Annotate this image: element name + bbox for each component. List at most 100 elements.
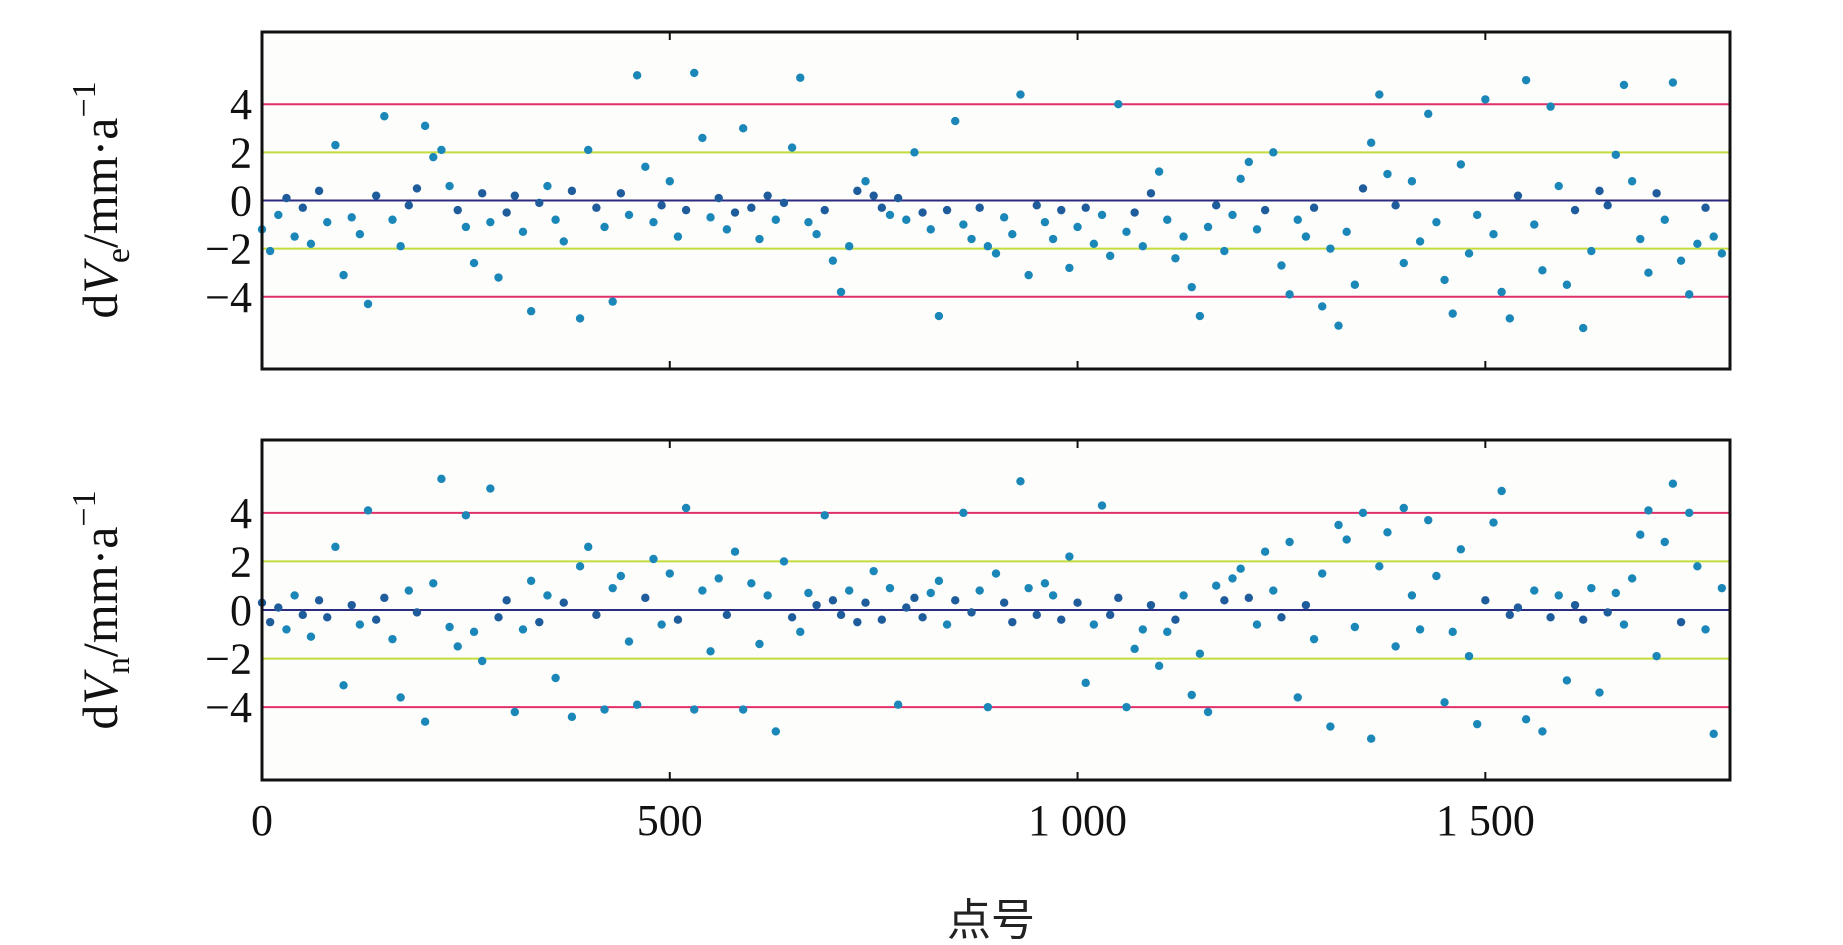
data-point [274, 603, 283, 612]
data-point [314, 186, 324, 196]
data-point [1065, 263, 1074, 273]
data-point [665, 177, 674, 186]
data-point [1383, 528, 1392, 537]
data-point [926, 225, 935, 234]
data-point [1342, 535, 1351, 544]
data-point [1318, 569, 1327, 578]
data-point [1489, 518, 1498, 527]
data-point [1546, 613, 1555, 622]
data-point [1636, 530, 1645, 539]
x-tick-label: 1 000 [1028, 796, 1127, 845]
data-point [1497, 287, 1506, 297]
data-point [1195, 649, 1205, 658]
data-point [959, 220, 968, 229]
data-point [575, 562, 585, 571]
data-point [999, 598, 1009, 607]
data-point [1269, 586, 1278, 595]
data-point [942, 205, 952, 215]
data-point [779, 198, 789, 208]
data-point [567, 712, 577, 722]
data-point [420, 121, 430, 131]
data-point [1481, 95, 1490, 104]
data-point [1277, 613, 1286, 622]
data-point [657, 201, 666, 210]
data-point [1685, 290, 1694, 299]
data-point [1326, 722, 1335, 731]
data-point [1424, 515, 1433, 525]
data-point [893, 193, 903, 203]
data-point [1652, 651, 1661, 661]
data-point [861, 177, 870, 186]
data-point [551, 673, 560, 683]
data-point [469, 258, 479, 268]
data-point [763, 591, 772, 600]
data-point [1513, 603, 1523, 612]
data-point [1301, 600, 1311, 610]
data-point [1424, 109, 1433, 119]
y-axis-label-dvn: dVn/mm·a−1 [66, 490, 137, 729]
data-point [804, 217, 813, 227]
data-point [1244, 593, 1254, 603]
data-point [804, 588, 813, 598]
data-point [355, 620, 365, 629]
data-point [1464, 249, 1474, 258]
data-point [1693, 562, 1702, 571]
data-point [1562, 280, 1572, 289]
data-point [535, 617, 544, 627]
data-point [608, 297, 617, 306]
data-point [763, 191, 772, 200]
data-point [494, 613, 503, 622]
data-point [306, 239, 316, 249]
data-point [1187, 282, 1196, 292]
data-point [1081, 678, 1090, 688]
data-point [885, 210, 895, 220]
data-point [1089, 620, 1099, 629]
data-point [787, 143, 797, 152]
data-point [983, 702, 993, 712]
data-point [535, 198, 544, 208]
data-point [681, 503, 691, 513]
data-point [314, 596, 324, 605]
data-point [1440, 698, 1449, 707]
data-point [845, 242, 854, 251]
data-point [306, 632, 316, 641]
data-point [1513, 191, 1523, 200]
data-point [1489, 230, 1498, 239]
data-point [265, 246, 275, 256]
data-point [722, 225, 732, 234]
data-point [298, 203, 307, 212]
data-point [265, 617, 275, 627]
data-point [934, 311, 944, 321]
data-point [404, 201, 413, 210]
data-point [1171, 615, 1180, 624]
data-point [1676, 617, 1686, 627]
data-point [951, 596, 960, 605]
data-point [1114, 593, 1123, 603]
data-point [282, 193, 291, 203]
data-point [1383, 169, 1392, 179]
data-point [298, 610, 307, 620]
data-point [1579, 323, 1588, 333]
data-point [1709, 232, 1718, 241]
data-point [1701, 203, 1710, 212]
data-point [1611, 150, 1621, 159]
data-point [1220, 596, 1229, 605]
data-point [1293, 693, 1302, 702]
data-point [1619, 80, 1629, 90]
data-point [975, 203, 984, 212]
data-point [1358, 184, 1368, 193]
data-point [429, 152, 438, 162]
data-point [1228, 210, 1237, 220]
data-point [1366, 138, 1376, 147]
data-point [469, 627, 479, 637]
data-point [1326, 244, 1335, 253]
data-point [1318, 302, 1327, 311]
data-point [1130, 644, 1139, 654]
data-point [510, 707, 520, 717]
data-point [331, 140, 340, 150]
data-point [1505, 610, 1515, 620]
data-point [624, 210, 634, 220]
y-tick-label: −4 [205, 273, 252, 322]
data-point [1040, 217, 1050, 227]
data-point [1122, 227, 1131, 236]
